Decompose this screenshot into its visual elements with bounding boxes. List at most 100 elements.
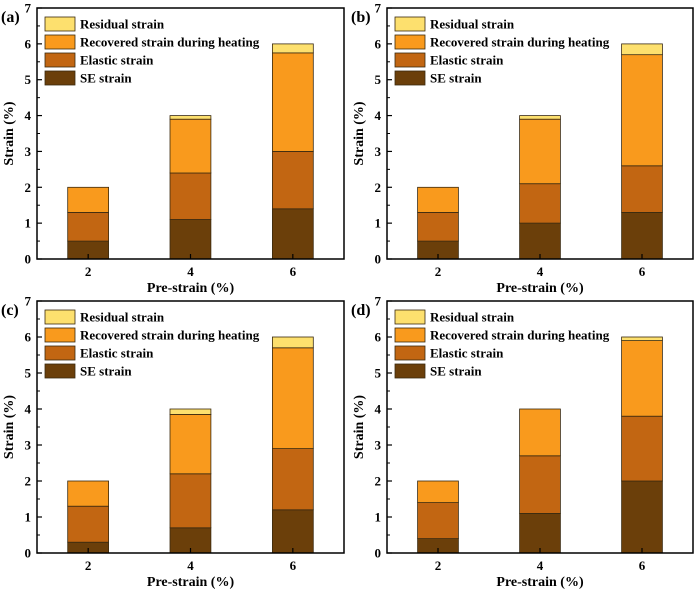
panel-c: 2 4 6 0 1 2 3 4 5 6 7 Pre-strain (%) Strain (%) (c) Re… bbox=[1, 294, 345, 590]
bar-segment-elastic-strain-6 bbox=[271, 150, 314, 210]
y-tick-label: 3 bbox=[375, 438, 382, 453]
y-tick-label: 0 bbox=[25, 546, 32, 561]
panel-b: 2 4 6 0 1 2 3 4 5 6 7 Pre-strain (%) Strain (%) (b) Re… bbox=[351, 1, 694, 296]
y-tick-label: 2 bbox=[25, 474, 32, 489]
y-tick-label: 6 bbox=[25, 330, 32, 345]
legend-entry: Recovered strain during heating bbox=[80, 35, 260, 50]
x-tick-label: 2 bbox=[435, 558, 442, 573]
legend-entry: Residual strain bbox=[80, 310, 165, 325]
bar-segment-recovered-strain-during-heating-6 bbox=[621, 54, 663, 167]
bar-segment-recovered-strain-during-heating-4 bbox=[519, 408, 561, 457]
y-axis-label: Strain (%) bbox=[2, 101, 17, 166]
legend-swatch bbox=[44, 52, 76, 68]
y-tick-label: 1 bbox=[375, 510, 382, 525]
y-tick-label: 1 bbox=[25, 510, 32, 525]
y-tick-label: 1 bbox=[375, 216, 382, 231]
panel-label: (b) bbox=[351, 9, 371, 26]
y-tick-label: 3 bbox=[25, 438, 32, 453]
y-axis-label: Strain (%) bbox=[352, 101, 367, 166]
panel-label: (d) bbox=[351, 302, 371, 319]
bar-segment-elastic-strain-6 bbox=[271, 448, 314, 511]
bar-segment-recovered-strain-during-heating-6 bbox=[271, 347, 314, 449]
legend-swatch bbox=[394, 327, 426, 343]
x-tick-label: 2 bbox=[85, 558, 92, 573]
plot-frame bbox=[36, 300, 345, 554]
legend-swatch bbox=[394, 363, 426, 379]
legend-swatch bbox=[44, 70, 76, 86]
y-tick-label: 7 bbox=[375, 1, 382, 16]
legend-swatch bbox=[44, 16, 76, 32]
x-tick-label: 4 bbox=[187, 558, 194, 573]
bar-segment-residual-strain-4 bbox=[169, 115, 212, 120]
y-tick-label: 5 bbox=[375, 72, 382, 87]
legend-swatch bbox=[394, 345, 426, 361]
bar-segment-recovered-strain-during-heating-6 bbox=[621, 340, 663, 417]
x-tick-label: 6 bbox=[290, 264, 297, 279]
bar-segment-elastic-strain-2 bbox=[417, 502, 459, 540]
legend-entry: Recovered strain during heating bbox=[430, 328, 610, 343]
x-tick-label: 2 bbox=[435, 264, 442, 279]
bar-segment-elastic-strain-4 bbox=[519, 183, 561, 224]
y-tick-label: 2 bbox=[25, 180, 32, 195]
legend-entry: Elastic strain bbox=[80, 346, 154, 361]
legend-swatch bbox=[44, 345, 76, 361]
legend-entry: Residual strain bbox=[80, 17, 165, 32]
legend-swatch bbox=[394, 70, 426, 86]
legend-swatch bbox=[44, 34, 76, 50]
plot-frame bbox=[386, 7, 694, 260]
bar-segment-recovered-strain-during-heating-2 bbox=[67, 480, 109, 507]
bar-segment-se-strain-4 bbox=[169, 219, 212, 260]
plot-frame bbox=[386, 300, 694, 554]
bar-segment-elastic-strain-2 bbox=[417, 211, 459, 242]
bar-segment-se-strain-6 bbox=[271, 208, 314, 260]
x-axis-label: Pre-strain (%) bbox=[147, 575, 235, 590]
panel-label: (a) bbox=[1, 9, 20, 26]
y-tick-label: 0 bbox=[375, 546, 382, 561]
bar-segment-residual-strain-4 bbox=[519, 115, 561, 120]
bar-segment-recovered-strain-during-heating-4 bbox=[169, 118, 212, 174]
legend-swatch bbox=[44, 327, 76, 343]
bar-segment-recovered-strain-during-heating-4 bbox=[169, 413, 212, 475]
legend-swatch bbox=[394, 34, 426, 50]
x-tick-label: 4 bbox=[537, 264, 544, 279]
bar-segment-se-strain-4 bbox=[519, 513, 561, 554]
x-axis-label: Pre-strain (%) bbox=[496, 575, 584, 590]
legend-swatch bbox=[394, 16, 426, 32]
y-tick-label: 3 bbox=[25, 144, 32, 159]
legend-entry: Elastic strain bbox=[430, 346, 504, 361]
legend-swatch bbox=[44, 309, 76, 325]
bar-segment-recovered-strain-during-heating-2 bbox=[417, 480, 459, 504]
y-tick-label: 3 bbox=[375, 144, 382, 159]
y-tick-label: 7 bbox=[375, 294, 382, 309]
legend-swatch bbox=[394, 309, 426, 325]
legend-entry: SE strain bbox=[430, 364, 482, 379]
y-axis-label: Strain (%) bbox=[352, 395, 367, 460]
y-tick-label: 7 bbox=[25, 294, 32, 309]
y-tick-label: 5 bbox=[375, 366, 382, 381]
x-axis-label: Pre-strain (%) bbox=[496, 281, 584, 296]
x-tick-label: 4 bbox=[537, 558, 544, 573]
bar-segment-elastic-strain-2 bbox=[67, 211, 109, 242]
bar-segment-recovered-strain-during-heating-2 bbox=[417, 186, 459, 213]
legend-entry: Elastic strain bbox=[430, 53, 504, 68]
panel-label: (c) bbox=[1, 302, 19, 319]
bar-segment-elastic-strain-4 bbox=[169, 473, 212, 529]
bar-segment-se-strain-6 bbox=[621, 211, 663, 260]
bar-segment-residual-strain-6 bbox=[621, 43, 663, 56]
y-tick-label: 4 bbox=[375, 108, 382, 123]
bar-segment-se-strain-6 bbox=[621, 480, 663, 554]
panel-a: 2 4 6 0 1 2 3 4 5 6 7 Pre-strain (%) Strain (%) (a) Re… bbox=[1, 1, 345, 296]
bar-segment-elastic-strain-6 bbox=[621, 415, 663, 482]
legend-swatch bbox=[44, 363, 76, 379]
legend-entry: SE strain bbox=[430, 71, 482, 86]
bar-segment-recovered-strain-during-heating-6 bbox=[271, 52, 314, 152]
y-tick-label: 7 bbox=[25, 1, 32, 16]
bar-segment-elastic-strain-6 bbox=[621, 165, 663, 213]
legend-entry: SE strain bbox=[80, 71, 132, 86]
bar-segment-residual-strain-6 bbox=[271, 43, 314, 54]
y-axis-label: Strain (%) bbox=[2, 395, 17, 460]
y-tick-label: 2 bbox=[375, 180, 382, 195]
y-tick-label: 4 bbox=[25, 402, 32, 417]
legend-entry: Residual strain bbox=[430, 17, 515, 32]
legend-entry: Elastic strain bbox=[80, 53, 154, 68]
